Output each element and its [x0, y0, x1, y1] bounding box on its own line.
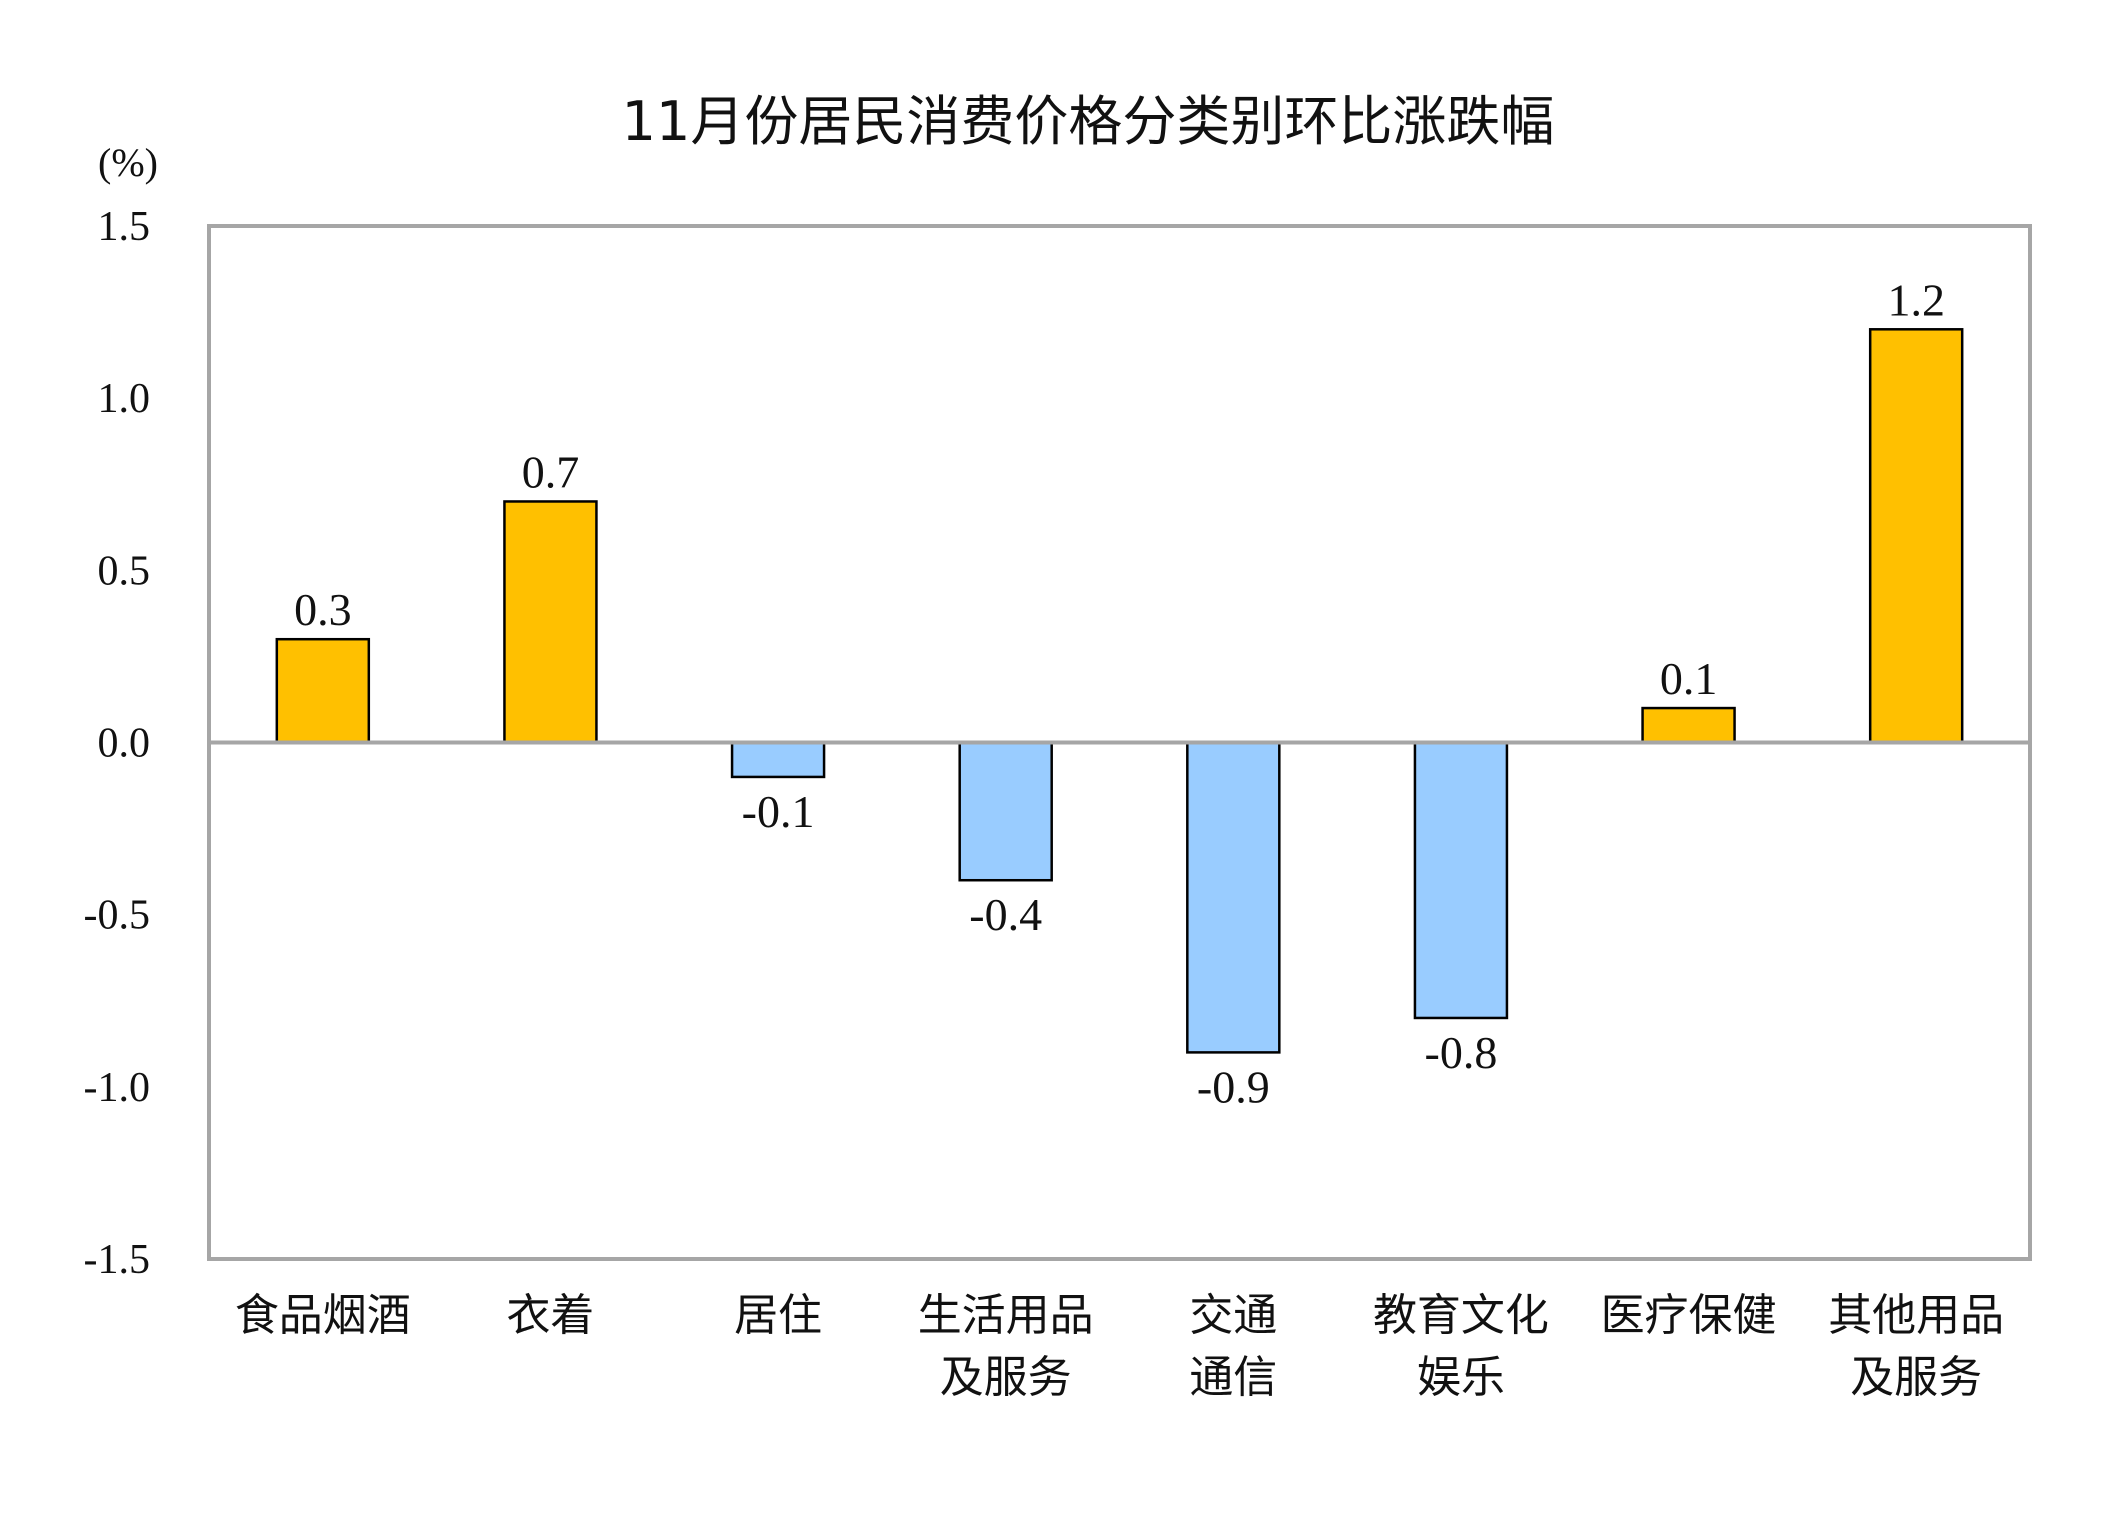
x-category-label: 生活用品: [918, 1290, 1094, 1341]
x-category-label: 其他用品: [1828, 1290, 2004, 1341]
y-tick-label: -1.0: [84, 1065, 151, 1111]
x-category-label: 教育文化: [1373, 1290, 1549, 1341]
data-label: 0.7: [522, 446, 580, 497]
bar: [958, 741, 1053, 882]
data-label: -0.1: [742, 786, 815, 837]
y-tick-label: -1.5: [84, 1237, 151, 1283]
x-category-label: 通信: [1189, 1352, 1277, 1403]
x-category-label: 食品烟酒: [235, 1290, 411, 1341]
y-tick-label: 1.0: [98, 376, 151, 422]
bar: [730, 741, 826, 779]
bar: [1868, 328, 1964, 744]
x-category-label: 居住: [734, 1290, 822, 1341]
y-axis-unit-label: (%): [98, 140, 158, 185]
data-label: 0.3: [294, 584, 352, 635]
y-tick-label: 0.0: [98, 721, 151, 767]
bar: [1413, 741, 1509, 1020]
data-label: 0.1: [1660, 653, 1718, 704]
x-category-label: 及服务: [940, 1352, 1072, 1403]
chart-title: 11月份居民消费价格分类别环比涨跌幅: [622, 90, 1555, 153]
bar: [1641, 706, 1736, 744]
data-label: -0.9: [1197, 1061, 1270, 1112]
data-label: -0.4: [969, 889, 1042, 940]
x-category-label: 衣着: [506, 1290, 594, 1341]
x-category-label: 医疗保健: [1601, 1290, 1777, 1341]
y-tick-label: 0.5: [98, 548, 151, 594]
bar: [275, 637, 371, 744]
data-label: -0.8: [1425, 1027, 1498, 1078]
data-label: 1.2: [1887, 274, 1945, 325]
x-category-label: 交通: [1189, 1290, 1277, 1341]
x-category-label: 娱乐: [1417, 1352, 1505, 1403]
bar: [1186, 741, 1281, 1054]
x-category-label: 及服务: [1850, 1352, 1982, 1403]
bar: [503, 500, 598, 744]
y-tick-label: -0.5: [84, 893, 151, 939]
y-tick-label: 1.5: [98, 204, 151, 250]
